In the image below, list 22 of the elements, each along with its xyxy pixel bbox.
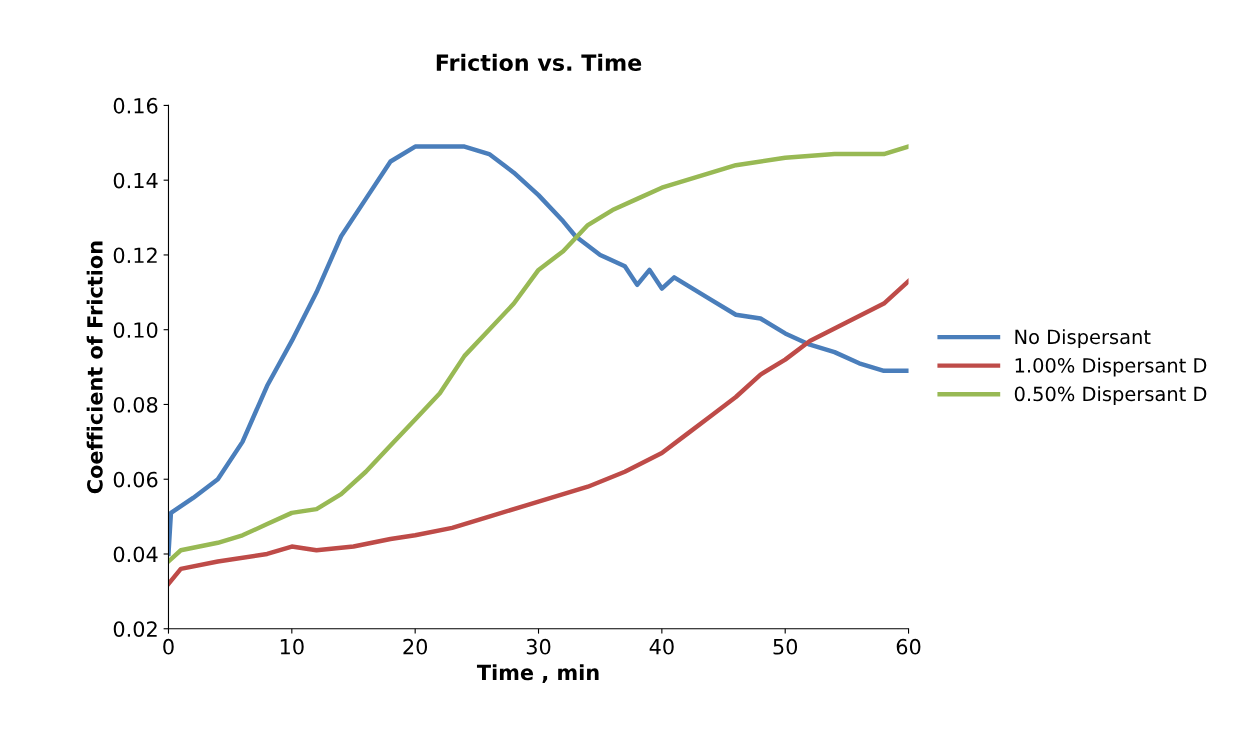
y-tick-label: 0.02 xyxy=(113,621,157,637)
y-tick-label: 0.14 xyxy=(113,172,158,189)
legend-label: No Dispersant xyxy=(1015,329,1151,348)
y-tick-label: 0.06 xyxy=(113,471,158,488)
x-tick-label: 60 xyxy=(896,638,921,655)
x-tick-label: 20 xyxy=(403,638,428,655)
x-tick-label: 0 xyxy=(163,638,174,655)
line-series xyxy=(168,278,909,587)
x-axis-title: Time , min xyxy=(476,664,599,683)
y-tick-label: 0.08 xyxy=(113,396,158,413)
chart-title: Friction vs. Time xyxy=(436,53,642,72)
legend-label: 0.50% Dispersant D xyxy=(1014,386,1207,406)
x-tick-label: 10 xyxy=(280,638,304,655)
y-tick-label: 0.12 xyxy=(113,247,157,264)
x-tick-label: 40 xyxy=(649,638,674,655)
y-tick-label: 0.16 xyxy=(113,97,158,114)
y-axis-title: Coefficient of Friction xyxy=(86,241,103,494)
x-tick-label: 50 xyxy=(773,638,798,655)
legend-label: 1.00% Dispersant D xyxy=(1015,357,1207,377)
y-tick-label: 0.04 xyxy=(113,546,158,563)
y-tick-label: 0.10 xyxy=(113,322,158,338)
x-tick-label: 30 xyxy=(526,638,551,655)
